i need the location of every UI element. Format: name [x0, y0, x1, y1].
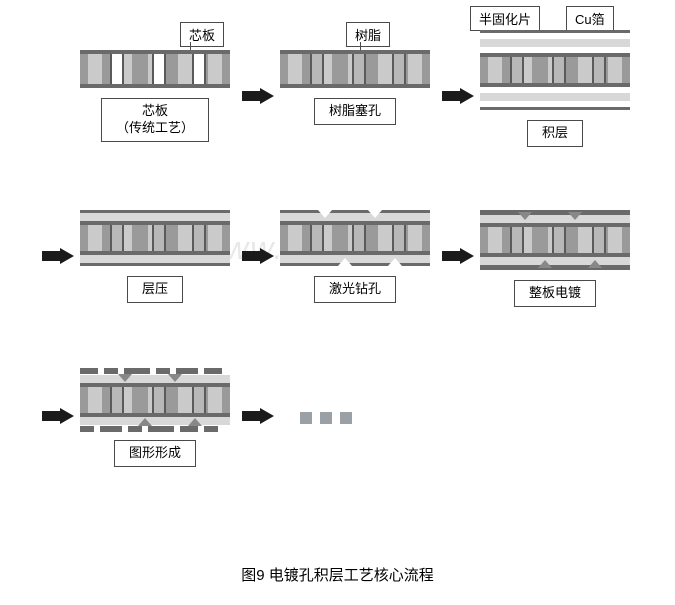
- step-label: 芯板 （传统工艺）: [101, 98, 209, 142]
- step-layup: 半固化片 Cu箔 积层: [480, 30, 630, 147]
- step-pattern-formation: 图形形成: [80, 370, 230, 467]
- board-cross-section: [480, 30, 630, 110]
- board-cross-section: [280, 50, 430, 88]
- continuation-dots: [300, 412, 352, 424]
- process-flow-diagram: www.fpcb.cn 芯板 芯板 （传统工艺） 树脂: [20, 20, 655, 534]
- step-label: 积层: [527, 120, 583, 147]
- callout-core: 芯板: [180, 22, 224, 47]
- step-core-board: 芯板 芯板 （传统工艺）: [80, 50, 230, 142]
- callout-resin: 树脂: [346, 22, 390, 47]
- board-cross-section: [80, 370, 230, 430]
- outer-traces-bottom: [80, 426, 230, 432]
- board-cross-section: [480, 210, 630, 270]
- figure-caption: 图9 电镀孔积层工艺核心流程: [20, 564, 655, 585]
- step-panel-plating: 整板电镀: [480, 210, 630, 307]
- callout-cu-foil: Cu箔: [566, 6, 614, 31]
- step-label: 图形形成: [114, 440, 196, 467]
- board-cross-section: [80, 50, 230, 88]
- step-label: 激光钻孔: [314, 276, 396, 303]
- board-cross-section: [280, 210, 430, 266]
- step-laser-drill: 激光钻孔: [280, 210, 430, 303]
- callout-prepreg: 半固化片: [470, 6, 540, 31]
- outer-traces-top: [80, 368, 230, 374]
- board-cross-section: [80, 210, 230, 266]
- step-label: 树脂塞孔: [314, 98, 396, 125]
- step-label: 整板电镀: [514, 280, 596, 307]
- step-lamination: 层压: [80, 210, 230, 303]
- step-resin-fill: 树脂 树脂塞孔: [280, 50, 430, 125]
- step-label: 层压: [127, 276, 183, 303]
